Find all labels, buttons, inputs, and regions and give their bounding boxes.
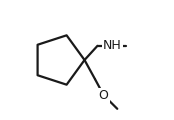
Text: O: O <box>99 89 109 102</box>
Text: NH: NH <box>103 39 122 52</box>
